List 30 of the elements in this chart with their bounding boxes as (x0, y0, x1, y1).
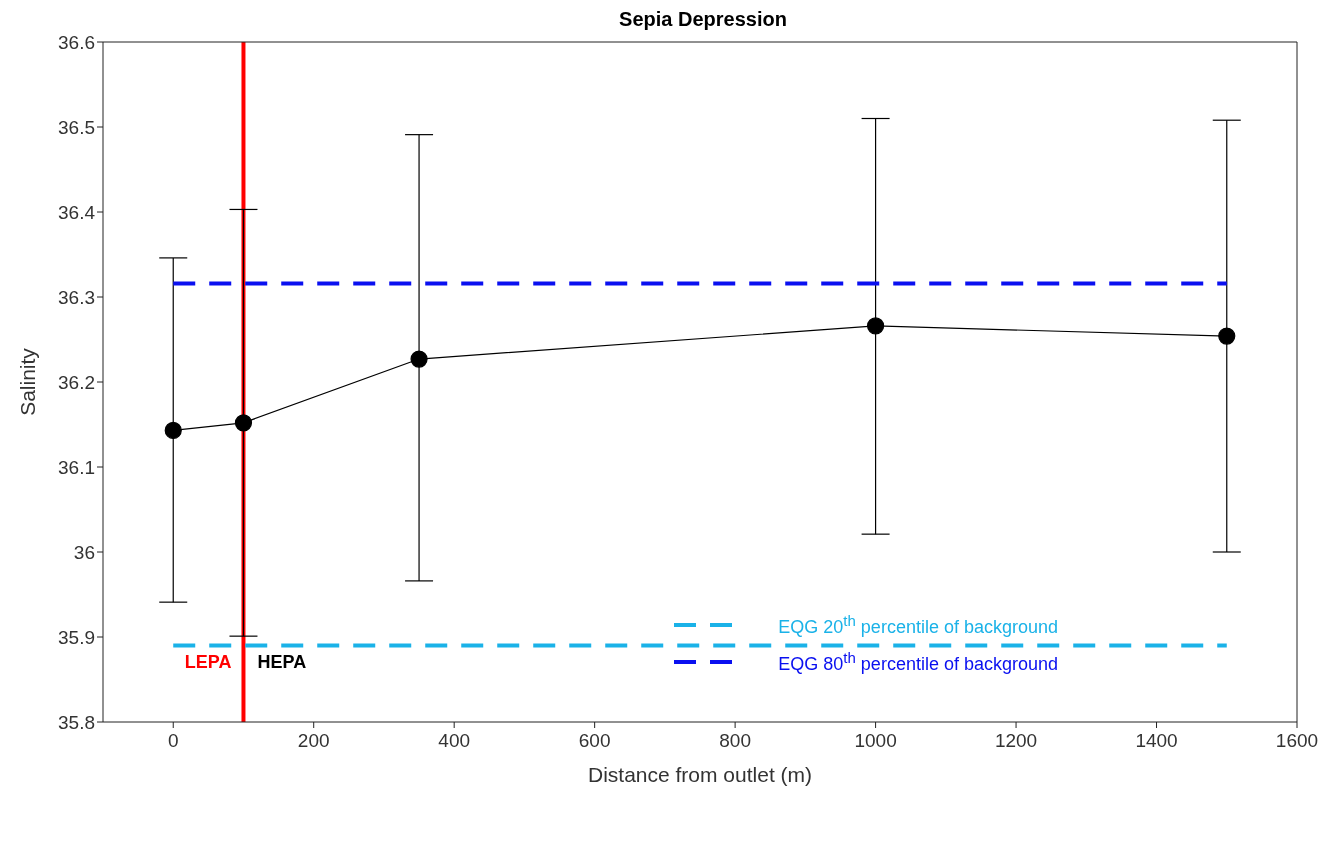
chart-title: Sepia Depression (619, 8, 787, 30)
y-tick-label: 36.3 (58, 286, 95, 308)
x-tick-label: 200 (297, 730, 330, 752)
x-tick-label: 1200 (994, 730, 1038, 752)
y-tick-label: 35.9 (58, 626, 95, 648)
legend-label: EQG 80$^{th}$ percentile of background (778, 648, 1058, 675)
annotation: LEPA (184, 652, 232, 672)
y-tick-label: 36.1 (58, 456, 95, 478)
x-tick-label: 1600 (1275, 730, 1319, 752)
y-tick-label: 36.5 (58, 116, 95, 138)
x-tick-label: 0 (167, 730, 179, 752)
y-axis-title: Salinity (16, 347, 40, 416)
x-tick-label: 1400 (1135, 730, 1178, 752)
point (410, 350, 428, 368)
x-tick-label: 400 (438, 730, 471, 752)
point (1218, 327, 1236, 345)
y-tick-label: 36.2 (58, 371, 95, 393)
x-axis-title: Distance from outlet (m) (587, 763, 813, 786)
legend-label: EQG 20$^{th}$ percentile of background (778, 611, 1058, 638)
point (866, 317, 885, 335)
y-tick-label: 36.6 (58, 31, 95, 53)
y-tick-label: 35.8 (58, 711, 95, 733)
point (234, 414, 253, 432)
y-tick-label: 36 (73, 541, 95, 563)
annotation: HEPA (257, 652, 307, 672)
x-tick-label: 800 (719, 730, 751, 752)
y-tick-label: 36.4 (58, 201, 96, 223)
x-tick-label: 1000 (854, 730, 897, 752)
point (164, 421, 182, 440)
x-tick-label: 600 (578, 730, 611, 752)
